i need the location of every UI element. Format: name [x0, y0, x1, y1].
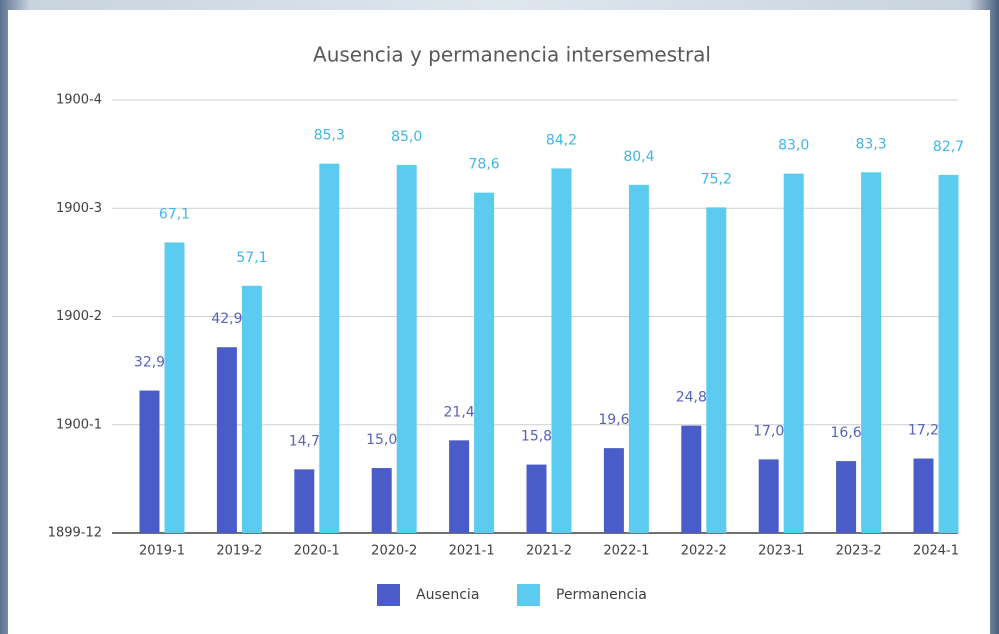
bar	[319, 164, 339, 533]
data-label: 82,7	[933, 139, 964, 155]
x-tick-label: 2022-2	[681, 544, 727, 559]
x-tick-label: 2020-2	[371, 544, 417, 559]
bar	[914, 459, 934, 533]
bar	[784, 174, 804, 533]
bar	[836, 461, 856, 533]
bar	[604, 448, 624, 533]
bar	[242, 286, 262, 533]
bar	[294, 469, 314, 533]
data-label: 14,7	[289, 433, 320, 449]
bar	[552, 168, 572, 533]
legend-label: Permanencia	[556, 587, 647, 603]
legend-swatch	[377, 584, 400, 606]
legend-swatch	[517, 584, 540, 606]
y-tick-label: 1900-4	[56, 93, 102, 108]
bar	[165, 242, 185, 533]
chart-title: Ausencia y permanencia intersemestral	[313, 43, 711, 67]
data-label: 21,4	[444, 404, 475, 420]
bar	[140, 391, 160, 533]
data-label: 85,3	[314, 128, 345, 144]
page: {"chart_data": {"type": "bar", "title": …	[0, 0, 999, 634]
data-label: 32,9	[134, 355, 165, 371]
data-label: 19,6	[598, 412, 629, 428]
chart-panel	[8, 10, 990, 634]
data-label: 84,2	[546, 132, 577, 148]
bar	[449, 440, 469, 533]
x-tick-label: 2024-1	[913, 544, 959, 559]
data-label: 15,8	[521, 429, 552, 445]
data-label: 17,0	[753, 423, 784, 439]
bar	[372, 468, 392, 533]
data-label: 85,0	[391, 129, 422, 145]
data-label: 42,9	[211, 311, 242, 327]
bar	[527, 465, 547, 533]
data-label: 80,4	[623, 149, 654, 165]
y-tick-label: 1900-1	[56, 417, 102, 432]
data-label: 75,2	[701, 171, 732, 187]
y-tick-label: 1900-2	[56, 309, 102, 324]
x-tick-label: 2019-2	[216, 544, 262, 559]
legend-label: Ausencia	[416, 587, 479, 603]
data-label: 67,1	[159, 206, 190, 222]
data-label: 83,0	[778, 138, 809, 154]
bar	[474, 193, 494, 533]
data-label: 15,0	[366, 432, 397, 448]
bar	[397, 165, 417, 533]
data-label: 24,8	[676, 390, 707, 406]
x-tick-label: 2021-2	[526, 544, 572, 559]
x-tick-label: 2023-1	[758, 544, 804, 559]
bar	[217, 347, 237, 533]
x-tick-label: 2020-1	[294, 544, 340, 559]
y-tick-label: 1900-3	[56, 201, 102, 216]
x-tick-label: 2023-2	[836, 544, 882, 559]
x-tick-label: 2021-1	[449, 544, 495, 559]
bar	[861, 172, 881, 533]
bar	[759, 459, 779, 533]
bar	[629, 185, 649, 533]
x-tick-label: 2022-1	[603, 544, 649, 559]
data-label: 83,3	[856, 136, 887, 152]
x-tick-label: 2019-1	[139, 544, 185, 559]
data-label: 17,2	[908, 423, 939, 439]
chart: Ausencia y permanencia intersemestral 18…	[0, 0, 999, 634]
data-label: 16,6	[831, 425, 862, 441]
bar	[706, 207, 726, 533]
y-tick-label: 1899-12	[48, 526, 102, 541]
bar	[939, 175, 959, 533]
bar	[681, 426, 701, 533]
data-label: 57,1	[236, 250, 267, 266]
data-label: 78,6	[469, 157, 500, 173]
